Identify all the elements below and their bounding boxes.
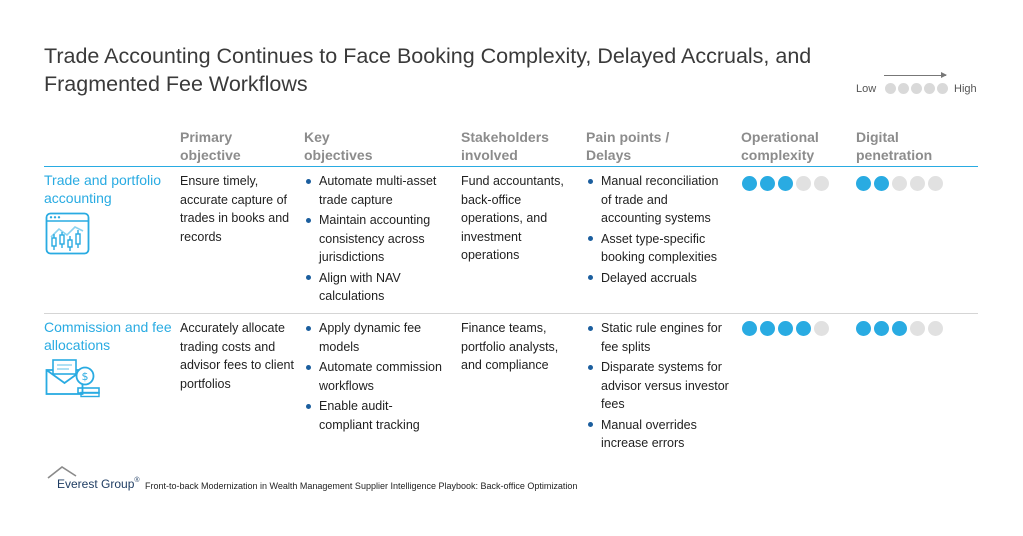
row-title-commission-fee: Commission and fee allocations [44, 319, 172, 353]
legend-low-label: Low [856, 83, 877, 95]
row-fee-penetration-rating [856, 321, 943, 336]
row-trade-key-objectives: Automate multi-asset trade capture Mainta… [304, 172, 444, 306]
rating-dot [760, 321, 775, 336]
rating-dot [928, 176, 943, 191]
source-note: Front-to-back Modernization in Wealth Ma… [145, 481, 578, 491]
brand-registered-mark: ® [134, 477, 140, 484]
brand-name: Everest Group [57, 477, 135, 491]
legend-dots [885, 83, 948, 94]
list-item: Enable audit-compliant tracking [304, 397, 444, 434]
list-item: Align with NAV calculations [304, 269, 444, 306]
row-fee-key-objectives: Apply dynamic fee models Automate commiss… [304, 319, 444, 434]
header-stakeholders: Stakeholders involved [461, 129, 549, 163]
rating-dot [910, 176, 925, 191]
header-key-objectives: Key objectives [304, 129, 373, 163]
rating-dot [742, 176, 757, 191]
rating-dot [814, 321, 829, 336]
row-fee-pain-points: Static rule engines for fee splits Dispar… [586, 319, 731, 453]
legend-dot [898, 83, 909, 94]
list-item: Manual reconciliation of trade and accou… [586, 172, 731, 228]
row-trade-primary-objective: Ensure timely, accurate capture of trade… [180, 174, 290, 244]
rating-dot [874, 176, 889, 191]
fee-envelope-icon: $ [45, 359, 100, 398]
rating-dot [856, 176, 871, 191]
list-item: Automate multi-asset trade capture [304, 172, 444, 209]
rating-dot [892, 321, 907, 336]
trading-chart-icon [45, 212, 90, 255]
rating-dot [928, 321, 943, 336]
everest-group-logo: Everest Group® [47, 465, 147, 491]
rating-dot [796, 176, 811, 191]
rating-dot [760, 176, 775, 191]
rating-dot [742, 321, 757, 336]
legend-dot [911, 83, 922, 94]
rating-dot [892, 176, 907, 191]
rating-legend: Low High [856, 72, 986, 98]
row-fee-stakeholders: Finance teams, portfolio analysts, and c… [461, 321, 559, 372]
rating-dot [778, 321, 793, 336]
page-title: Trade Accounting Continues to Face Booki… [44, 44, 812, 96]
legend-dot [924, 83, 935, 94]
rating-dot [910, 321, 925, 336]
row-divider [44, 313, 978, 314]
row-title-trade-accounting: Trade and portfolio accounting [44, 172, 161, 206]
svg-text:$: $ [82, 370, 89, 383]
list-item: Asset type-specific booking complexities [586, 230, 731, 267]
list-item: Manual overrides increase errors [586, 416, 731, 453]
row-fee-complexity-rating [742, 321, 829, 336]
row-trade-complexity-rating [742, 176, 829, 191]
row-trade-penetration-rating [856, 176, 943, 191]
list-item: Disparate systems for advisor versus inv… [586, 358, 731, 414]
list-item: Automate commission workflows [304, 358, 444, 395]
rating-dot [856, 321, 871, 336]
row-trade-pain-points: Manual reconciliation of trade and accou… [586, 172, 731, 287]
legend-dot [937, 83, 948, 94]
rating-dot [796, 321, 811, 336]
header-pain-points: Pain points / Delays [586, 129, 670, 163]
legend-dot [885, 83, 896, 94]
list-item: Apply dynamic fee models [304, 319, 444, 356]
list-item: Static rule engines for fee splits [586, 319, 731, 356]
list-item: Maintain accounting consistency across j… [304, 211, 444, 267]
rating-dot [778, 176, 793, 191]
header-divider [44, 166, 978, 167]
rating-dot [874, 321, 889, 336]
row-trade-stakeholders: Fund accountants, back-office operations… [461, 174, 564, 262]
header-primary-objective: Primary objective [180, 129, 241, 163]
mountain-icon [47, 466, 77, 479]
legend-arrow-icon [884, 72, 947, 78]
rating-dot [814, 176, 829, 191]
header-operational-complexity: Operational complexity [741, 129, 819, 163]
header-digital-penetration: Digital penetration [856, 129, 933, 163]
row-fee-primary-objective: Accurately allocate trading costs and ad… [180, 321, 294, 391]
legend-high-label: High [954, 83, 977, 95]
list-item: Delayed accruals [586, 269, 731, 288]
